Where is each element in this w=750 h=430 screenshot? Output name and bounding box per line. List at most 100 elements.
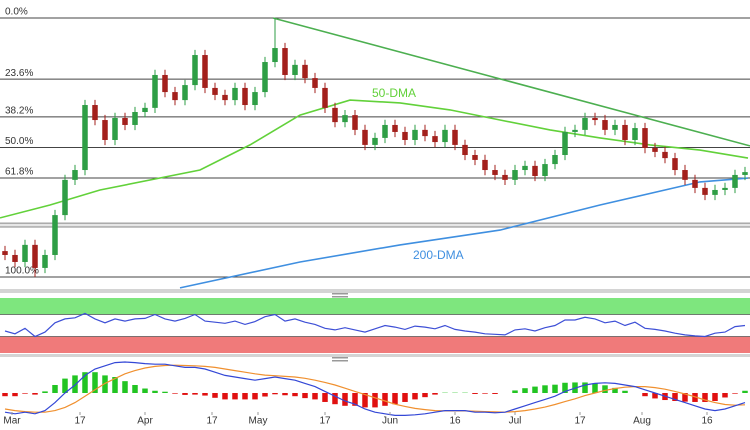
candle-body (542, 164, 548, 176)
candle-body (732, 174, 738, 188)
histogram-bar (2, 393, 8, 397)
histogram-bar (192, 393, 198, 395)
histogram-bar (222, 393, 228, 400)
candle-body (322, 87, 328, 108)
candle-body (302, 64, 308, 79)
candle-body (32, 244, 38, 268)
histogram-bar (612, 387, 618, 393)
candle-body (382, 124, 388, 138)
candle-body (572, 129, 578, 132)
histogram-bar (542, 385, 548, 393)
histogram-bar (172, 393, 178, 394)
x-tick-label: 17 (574, 416, 586, 427)
histogram-bar (122, 381, 128, 393)
candle-body (522, 165, 528, 171)
candle-body (132, 112, 138, 125)
histogram-bar (162, 391, 168, 393)
candle-body (272, 48, 278, 63)
x-tick-label: 17 (74, 416, 86, 427)
histogram-bar (742, 390, 748, 393)
candle-body (22, 244, 28, 262)
histogram-bar (42, 391, 48, 393)
candle-body (702, 187, 708, 195)
candle-body (502, 174, 508, 180)
histogram-bar (532, 386, 538, 393)
candle-body (252, 92, 258, 106)
candle-body (712, 189, 718, 195)
macd-line (4, 361, 746, 416)
histogram-bar (522, 388, 528, 393)
histogram-bar (12, 393, 18, 397)
moving-average (0, 99, 749, 219)
candle-body (262, 62, 268, 93)
candle-body (392, 124, 398, 132)
histogram-bar (262, 393, 268, 397)
overbought-zone (0, 298, 750, 315)
histogram-bar (182, 393, 188, 395)
candle-body (112, 117, 118, 140)
candle-body (352, 115, 358, 130)
candle-body (412, 129, 418, 140)
candle-body (402, 131, 408, 140)
histogram-bar (332, 393, 338, 405)
histogram-bar (622, 390, 628, 393)
candle-body (232, 87, 238, 101)
fib-label: 23.6% (5, 68, 33, 79)
histogram-bar (412, 393, 418, 400)
histogram-bar (252, 393, 258, 400)
candle-body (82, 105, 88, 171)
candle-body (192, 55, 198, 86)
histogram-bar (592, 383, 598, 393)
candle-body (532, 165, 538, 176)
histogram-bar (112, 377, 118, 393)
candle-body (162, 74, 168, 93)
panel-handle (332, 293, 348, 295)
histogram-bar (672, 393, 678, 401)
candle-body (2, 251, 8, 255)
histogram-bar (422, 393, 428, 398)
candle-body (342, 115, 348, 123)
histogram-bar (362, 393, 368, 408)
candle-body (442, 129, 448, 143)
histogram-bar (732, 393, 738, 394)
histogram-bar (432, 393, 438, 395)
candle-body (512, 170, 518, 180)
histogram-bar (152, 390, 158, 393)
candle-body (42, 254, 48, 268)
histogram-bar (472, 393, 478, 394)
histogram-bar (692, 393, 698, 402)
fib-label: 61.8% (5, 167, 33, 178)
histogram-bar (352, 393, 358, 406)
candle-body (12, 254, 18, 262)
histogram-bar (512, 390, 518, 393)
candle-body (672, 158, 678, 171)
x-tick-label: Jul (509, 416, 522, 427)
candle-body (452, 129, 458, 145)
candle-body (142, 107, 148, 113)
x-tick-label: Jun (382, 416, 398, 427)
candle-body (692, 179, 698, 188)
candle-body (422, 129, 428, 137)
series-label: 200-DMA (413, 248, 464, 262)
histogram-bar (722, 393, 728, 398)
candle-body (582, 117, 588, 130)
signal-line (4, 364, 746, 413)
histogram-bar (712, 393, 718, 401)
candle-body (282, 48, 288, 75)
panel-handle (332, 360, 348, 362)
candle-body (62, 179, 68, 216)
candle-body (372, 137, 378, 145)
x-tick-label: 17 (319, 416, 331, 427)
histogram-bar (62, 378, 68, 393)
histogram-bar (322, 393, 328, 402)
x-tick-label: Aug (633, 416, 651, 427)
candle-body (462, 144, 468, 156)
histogram-bar (562, 382, 568, 393)
histogram-bar (32, 393, 38, 395)
panel-handle (332, 357, 348, 359)
x-tick-label: 16 (449, 416, 461, 427)
candle-body (202, 55, 208, 88)
candle-body (332, 107, 338, 123)
candle-body (72, 170, 78, 180)
